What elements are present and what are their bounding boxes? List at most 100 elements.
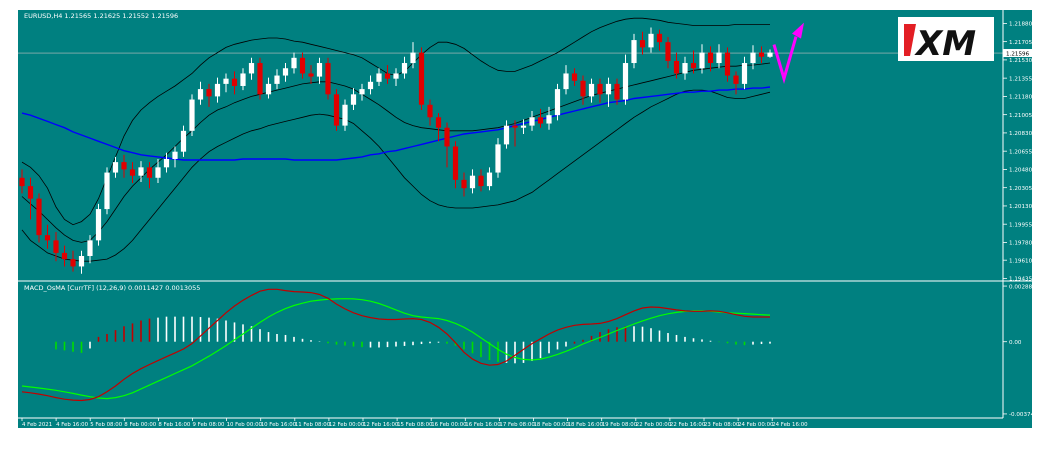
candle[interactable] [53,232,59,262]
candle[interactable] [486,167,493,191]
candle[interactable] [673,52,680,79]
time-tick-label: 8 Feb 00:00 [124,422,157,428]
candle[interactable] [724,47,731,82]
candle[interactable] [452,141,459,189]
candle[interactable] [189,94,195,137]
candle[interactable] [104,167,110,215]
candle[interactable] [520,119,527,134]
candle[interactable] [444,122,450,168]
candle[interactable] [656,29,663,51]
candle[interactable] [512,120,518,147]
candle[interactable] [580,75,586,105]
candle[interactable] [767,49,773,58]
candle[interactable] [384,65,391,84]
candle[interactable] [180,125,187,157]
candle[interactable] [597,78,603,103]
candle[interactable] [308,65,314,84]
candle-body [393,73,399,79]
candle[interactable] [410,42,416,69]
candle[interactable] [333,89,340,131]
candle[interactable] [699,44,705,74]
candle[interactable] [231,71,238,95]
candle[interactable] [240,68,246,91]
candle[interactable] [622,54,629,105]
candle[interactable] [61,245,68,267]
candle[interactable] [299,52,306,79]
candle[interactable] [546,106,552,130]
candle[interactable] [350,88,357,110]
candle[interactable] [129,162,136,183]
chart-canvas[interactable]: 1.21880 1.21705 1.21530 1.21355 1.21180 1.210… [18,10,1038,428]
candle[interactable] [554,83,561,121]
candle[interactable] [682,56,688,80]
candle[interactable] [733,71,739,95]
candle-body [248,63,255,74]
candle[interactable] [257,57,263,100]
candle[interactable] [138,161,144,182]
candle[interactable] [316,57,323,84]
time-tick-label: 11 Feb 08:00 [295,422,331,428]
candle[interactable] [529,111,535,131]
candle-body [367,81,374,90]
candle[interactable] [248,57,255,80]
candle[interactable] [665,36,671,69]
candle[interactable] [690,50,697,74]
candle[interactable] [741,56,748,90]
candle[interactable] [95,203,102,246]
candle[interactable] [495,138,501,178]
candle[interactable] [588,78,595,103]
candle[interactable] [716,44,722,69]
candle[interactable] [469,169,476,194]
candle[interactable] [367,75,374,95]
candle[interactable] [503,120,510,149]
candle[interactable] [155,158,161,183]
candle[interactable] [393,68,399,86]
candle[interactable] [44,224,51,249]
candle[interactable] [648,27,654,53]
candle[interactable] [631,33,637,69]
candle[interactable] [19,169,25,194]
macd-pane[interactable] [21,288,771,402]
candle[interactable] [563,65,569,95]
candle[interactable] [401,56,408,79]
candle[interactable] [78,250,85,274]
candle[interactable] [537,108,544,128]
candle[interactable] [605,77,612,107]
candle[interactable] [639,31,646,55]
xm-logo-mark [904,24,916,56]
candle[interactable] [70,250,76,272]
candle[interactable] [282,63,289,82]
candle[interactable] [750,45,756,70]
candle[interactable] [614,78,620,105]
candle[interactable] [214,77,221,103]
candle[interactable] [376,68,382,86]
candle[interactable] [265,77,272,99]
candle-body [70,259,76,267]
candle[interactable] [223,73,229,93]
candle[interactable] [359,83,365,101]
candle[interactable] [36,193,42,243]
candle[interactable] [435,113,442,142]
candle[interactable] [325,57,331,100]
candle[interactable] [146,162,153,189]
candle[interactable] [571,68,578,86]
candle[interactable] [461,172,467,197]
candle[interactable] [206,83,212,107]
candle[interactable] [197,81,204,105]
candle[interactable] [121,154,127,178]
candle[interactable] [163,152,170,173]
candle[interactable] [274,69,280,90]
candle[interactable] [418,47,425,110]
candle[interactable] [87,235,93,264]
candle[interactable] [758,46,765,64]
candle[interactable] [427,99,433,126]
candle[interactable] [707,46,714,72]
candle[interactable] [112,156,119,178]
candle[interactable] [27,177,34,220]
price-pane[interactable] [18,17,1003,274]
candle[interactable] [172,146,178,168]
candle[interactable] [478,169,484,192]
price-tick-label: 1.19780 [1009,241,1032,247]
candle[interactable] [342,99,348,131]
candle[interactable] [291,52,297,74]
